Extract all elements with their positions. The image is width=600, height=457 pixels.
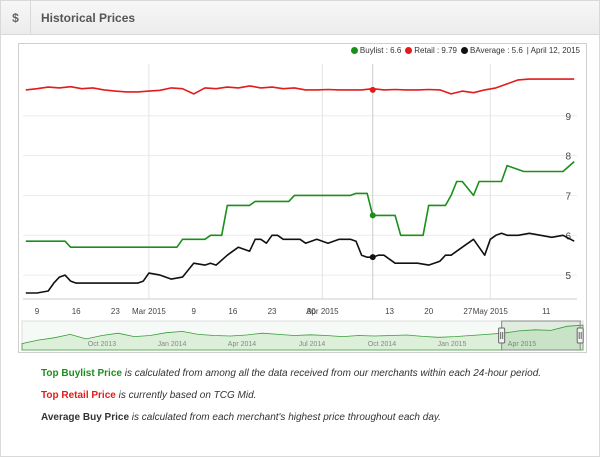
price-chart[interactable]: 5 6 7 8 9 9 16 23 Mar 2015 9 16 23 30 Apr 2015 13 20 27 M… [18, 43, 587, 353]
legend-average[interactable]: BAverage : 5.6 [460, 46, 523, 55]
x-tick-label: 9 [35, 307, 40, 316]
x-tick-label: Mar 2015 [132, 307, 166, 316]
price-notes: Top Buylist Price is calculated from amo… [41, 367, 581, 433]
note-average: Average Buy Price is calculated from eac… [41, 411, 581, 424]
panel-header: $ Historical Prices [1, 1, 599, 35]
legend-buylist[interactable]: Buylist : 6.6 [350, 46, 402, 55]
legend-buylist-label: Buylist : 6.6 [359, 46, 402, 55]
legend-retail[interactable]: Retail : 9.79 [405, 46, 457, 55]
x-tick-label: Apr 2015 [306, 307, 339, 316]
legend-buylist-marker [350, 47, 358, 54]
x-tick-label: 13 [385, 307, 394, 316]
crosshair-marker-retail [369, 86, 376, 93]
series-line-buylist [25, 161, 575, 248]
navigator-label: Jan 2015 [438, 341, 467, 348]
legend-retail-marker [405, 47, 413, 54]
x-tick-label: 27 [463, 307, 472, 316]
y-tick-label: 8 [565, 152, 571, 163]
note-average-term: Average Buy Price [41, 412, 130, 423]
x-tick-label: May 2015 [473, 307, 509, 316]
x-tick-label: 11 [542, 307, 551, 316]
x-tick-label: 16 [72, 307, 81, 316]
navigator-label: Jan 2014 [158, 341, 187, 348]
legend-retail-label: Retail : 9.79 [414, 46, 457, 55]
navigator-label: Apr 2015 [508, 341, 537, 348]
x-tick-label: 30 [307, 307, 316, 316]
note-retail: Top Retail Price is currently based on T… [41, 389, 581, 402]
navigator-handle[interactable] [498, 327, 506, 344]
x-tick-label: 23 [111, 307, 120, 316]
dollar-icon: $ [1, 1, 31, 35]
navigator-handle[interactable] [576, 327, 584, 344]
x-tick-label: 23 [268, 307, 277, 316]
x-tick-label: 20 [424, 307, 433, 316]
legend-average-marker [460, 47, 468, 54]
x-tick-label: 9 [191, 307, 196, 316]
note-average-desc: is calculated from each merchant's highe… [129, 412, 441, 423]
legend-average-label: BAverage : 5.6 [469, 46, 523, 55]
chart-legend: Buylist : 6.6 Retail : 9.79 BAverage : 5… [350, 46, 580, 55]
navigator-area [21, 324, 584, 351]
panel-title: Historical Prices [41, 11, 136, 25]
legend-date: | April 12, 2015 [526, 46, 580, 55]
note-buylist-term: Top Buylist Price [41, 368, 122, 379]
x-tick-label: 16 [228, 307, 237, 316]
note-buylist: Top Buylist Price is calculated from amo… [41, 367, 581, 380]
note-retail-desc: is currently based on TCG Mid. [115, 390, 257, 401]
y-tick-label: 7 [565, 191, 571, 202]
y-tick-label: 6 [565, 231, 571, 242]
note-retail-term: Top Retail Price [41, 390, 116, 401]
navigator-selection [501, 320, 581, 351]
note-buylist-desc: is calculated from among all the data re… [121, 368, 542, 379]
navigator-label: Jul 2014 [299, 341, 326, 348]
navigator-label: Oct 2013 [88, 341, 117, 348]
navigator-label: Oct 2014 [368, 341, 397, 348]
y-tick-label: 9 [565, 112, 571, 123]
navigator-label: Apr 2014 [228, 341, 257, 348]
y-tick-label: 5 [565, 271, 571, 282]
crosshair-marker-buylist [369, 212, 376, 219]
series-line-baverage [25, 232, 575, 294]
series-line-retail [25, 78, 575, 95]
crosshair-marker-baverage [369, 254, 376, 261]
